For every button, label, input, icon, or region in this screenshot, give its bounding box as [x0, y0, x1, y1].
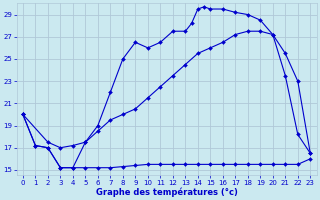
X-axis label: Graphe des températures (°c): Graphe des températures (°c) [96, 187, 237, 197]
